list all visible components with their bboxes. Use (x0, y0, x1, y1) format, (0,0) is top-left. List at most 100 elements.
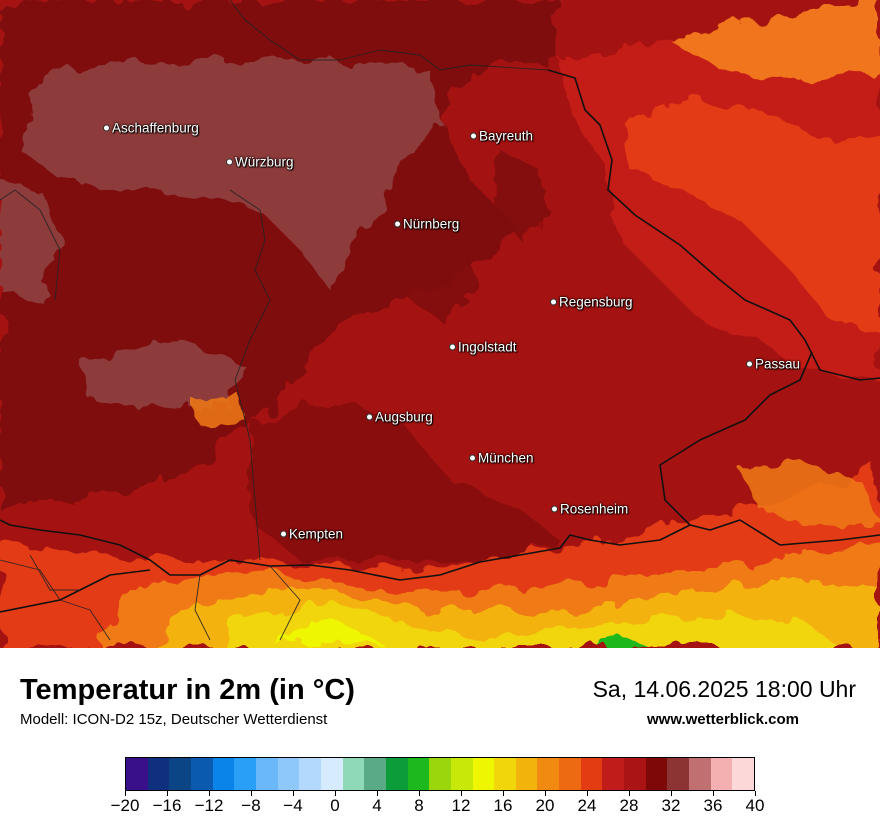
color-swatch (169, 758, 191, 790)
scale-tick (502, 791, 504, 796)
color-swatch (472, 758, 495, 790)
city-marker: Aschaffenburg (103, 121, 199, 136)
city-marker: München (469, 451, 534, 466)
scale-tick-label: 8 (414, 796, 424, 815)
scale-tick (628, 791, 630, 796)
color-scale-bar (125, 757, 755, 791)
city-label: Augsburg (375, 409, 433, 425)
temperature-field (0, 0, 880, 648)
scale-tick (712, 791, 714, 796)
scale-tick (208, 791, 210, 796)
footer-panel: Temperatur in 2m (in °C) Modell: ICON-D2… (0, 648, 880, 830)
forecast-datetime: Sa, 14.06.2025 18:00 Uhr (592, 676, 856, 702)
color-swatch (559, 758, 581, 790)
color-swatch (364, 758, 386, 790)
scale-tick (166, 791, 168, 796)
website-label: www.wetterblick.com (647, 711, 799, 728)
scale-tick (334, 791, 336, 796)
scale-tick (376, 791, 378, 796)
color-swatch (212, 758, 235, 790)
color-swatch (277, 758, 300, 790)
city-label: Regensburg (559, 294, 633, 310)
color-swatch (537, 758, 560, 790)
model-info: Modell: ICON-D2 15z, Deutscher Wetterdie… (20, 711, 328, 728)
city-label: Aschaffenburg (112, 120, 199, 136)
temperature-map (0, 0, 880, 648)
scale-tick-label: 32 (661, 796, 681, 815)
city-dot-icon (550, 298, 557, 306)
city-label: Nürnberg (403, 216, 460, 232)
scale-tick (586, 791, 588, 796)
city-marker: Ingolstadt (449, 340, 517, 355)
city-dot-icon (226, 158, 233, 166)
city-label: Kempten (289, 526, 344, 542)
color-swatch (602, 758, 625, 790)
city-marker: Passau (746, 357, 800, 372)
scale-tick (544, 791, 546, 796)
color-swatch (234, 758, 256, 790)
color-swatch (407, 758, 430, 790)
color-swatch (429, 758, 451, 790)
city-dot-icon (449, 343, 456, 351)
city-marker: Bayreuth (470, 129, 533, 144)
city-dot-icon (551, 505, 558, 513)
scale-tick-label: 16 (493, 796, 513, 815)
color-scale-ticks: −20 −16 −12 −8 −4 0 4 8 12 16 20 24 28 32 36 40 (111, 791, 764, 821)
city-marker: Regensburg (550, 295, 633, 310)
color-swatch (385, 758, 408, 790)
scale-tick-label: 28 (619, 796, 639, 815)
city-marker: Würzburg (226, 155, 294, 170)
scale-tick (250, 791, 252, 796)
color-swatch (299, 758, 321, 790)
color-swatch (494, 758, 516, 790)
color-swatch (515, 758, 538, 790)
scale-tick-label: −4 (283, 796, 303, 815)
color-swatch (624, 758, 646, 790)
city-marker: Kempten (280, 527, 343, 542)
color-swatch (667, 758, 690, 790)
scale-tick-label: 4 (372, 796, 382, 815)
scale-tick (292, 791, 294, 796)
city-dot-icon (746, 360, 753, 368)
color-swatch (147, 758, 170, 790)
city-dot-icon (280, 530, 287, 538)
scale-tick-label: −20 (110, 796, 140, 815)
city-label: Würzburg (235, 154, 294, 170)
color-swatch (450, 758, 473, 790)
scale-tick-label: 24 (577, 796, 597, 815)
color-swatch (190, 758, 213, 790)
color-swatch (320, 758, 343, 790)
scale-tick-label: 12 (451, 796, 471, 815)
scale-tick (670, 791, 672, 796)
city-dot-icon (394, 220, 401, 228)
color-swatch (710, 758, 733, 790)
color-swatch (732, 758, 755, 790)
color-swatch (255, 758, 278, 790)
city-label: Passau (755, 356, 801, 372)
city-dot-icon (470, 132, 477, 140)
city-label: Rosenheim (560, 501, 629, 517)
scale-tick-label: 0 (330, 796, 340, 815)
scale-tick (754, 791, 756, 796)
scale-tick (418, 791, 420, 796)
color-swatch (126, 758, 148, 790)
scale-tick-label: 36 (703, 796, 723, 815)
city-label: Ingolstadt (458, 339, 517, 355)
scale-tick-label: 20 (535, 796, 555, 815)
scale-tick (124, 791, 126, 796)
city-label: Bayreuth (479, 128, 534, 144)
city-marker: Augsburg (366, 410, 433, 425)
map-title: Temperatur in 2m (in °C) (20, 674, 355, 706)
scale-tick-label: 40 (745, 796, 765, 815)
city-dot-icon (103, 124, 110, 132)
scale-tick-label: −12 (194, 796, 224, 815)
color-swatch (342, 758, 365, 790)
color-swatch (645, 758, 668, 790)
scale-tick-label: −8 (241, 796, 261, 815)
scale-tick (460, 791, 462, 796)
city-marker: Rosenheim (551, 502, 628, 517)
city-label: München (478, 450, 534, 466)
city-marker: Nürnberg (394, 217, 459, 232)
scale-tick-label: −16 (152, 796, 182, 815)
city-dot-icon (469, 454, 476, 462)
